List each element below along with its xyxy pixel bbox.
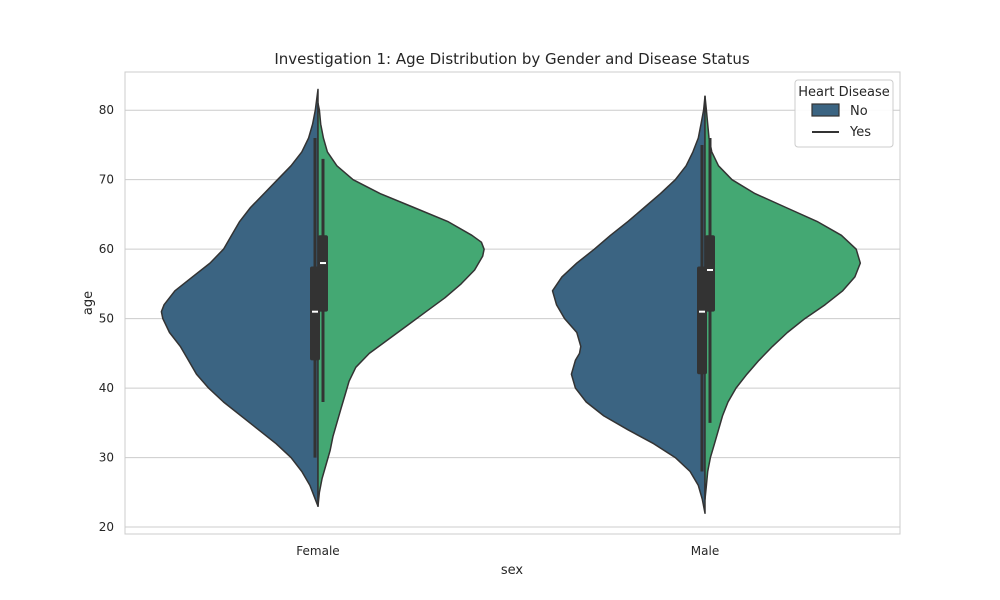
x-axis-ticks: Female Male <box>296 544 719 558</box>
legend-label-no: No <box>850 104 868 119</box>
legend-label-yes: Yes <box>849 125 871 140</box>
legend: Heart Disease No Yes <box>794 79 894 148</box>
y-tick-label: 60 <box>99 242 114 256</box>
x-tick-label: Female <box>296 544 339 558</box>
violin-yes-female <box>317 102 485 507</box>
violin-no-female <box>160 88 319 507</box>
y-axis-label: age <box>81 291 96 315</box>
plot-area <box>124 71 901 535</box>
violin-no-male <box>551 95 706 514</box>
y-tick-label: 50 <box>99 312 114 326</box>
legend-box <box>794 79 894 148</box>
y-tick-label: 40 <box>99 381 114 395</box>
y-tick-label: 20 <box>99 520 114 534</box>
y-tick-label: 70 <box>99 173 114 187</box>
y-tick-label: 80 <box>99 103 114 117</box>
chart-title: Investigation 1: Age Distribution by Gen… <box>274 50 749 68</box>
iqr-box-yes-male <box>705 235 715 312</box>
y-tick-label: 30 <box>99 451 114 465</box>
iqr-box-no-male <box>697 266 707 375</box>
violin-yes-male <box>704 95 862 501</box>
legend-swatch-no <box>811 103 840 117</box>
iqr-box-yes-female <box>318 235 328 312</box>
legend-title: Heart Disease <box>798 85 889 100</box>
violins <box>160 88 862 514</box>
x-axis-label: sex <box>501 563 524 578</box>
y-axis-ticks: 20 30 40 50 60 70 80 <box>99 103 114 534</box>
x-tick-label: Male <box>691 544 719 558</box>
iqr-box-no-female <box>310 266 320 361</box>
